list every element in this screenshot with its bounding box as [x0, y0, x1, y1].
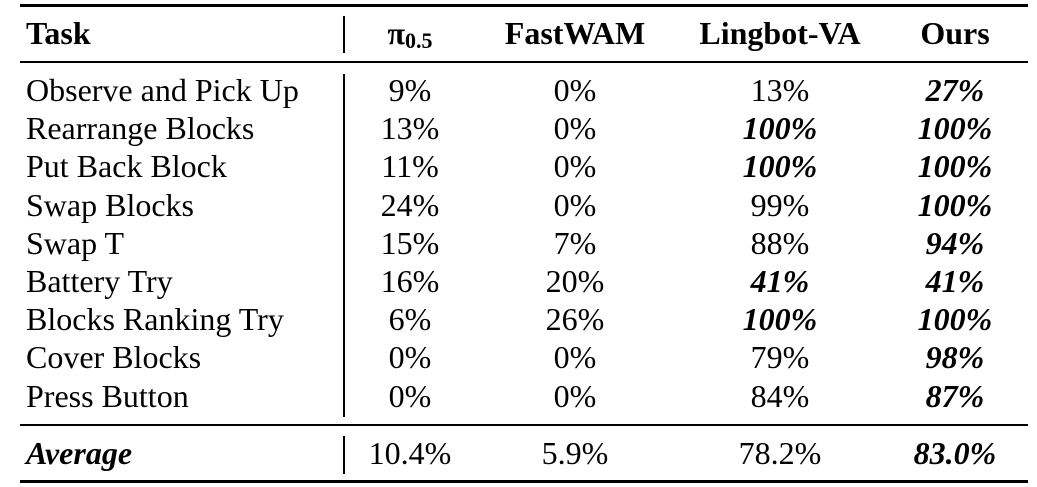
average-fastwam: 5.9% [541, 435, 609, 471]
cell-lingbot: 79% [750, 339, 810, 376]
cell-pi: 9% [388, 72, 432, 108]
cell-task: Blocks Ranking Try [26, 301, 284, 338]
cell-fastwam: 26% [545, 301, 605, 338]
cell-lingbot: 100% [742, 148, 818, 185]
table-row: Swap Blocks 24% 0% 99% 100% [0, 186, 1037, 224]
pi-symbol: π [387, 15, 406, 51]
header-task: Task [26, 15, 91, 51]
cell-lingbot: 13% [750, 72, 810, 108]
table-row: Blocks Ranking Try 6% 26% 100% 100% [0, 300, 1037, 338]
cell-pi: 24% [380, 186, 440, 223]
cell-pi: 16% [380, 263, 440, 299]
table-row: Rearrange Blocks 13% 0% 100% 100% [0, 109, 1037, 147]
cell-lingbot: 100% [742, 301, 818, 338]
cell-fastwam: 0% [553, 148, 597, 185]
cell-lingbot: 99% [750, 186, 810, 223]
table-row: Press Button 0% 0% 84% 87% [0, 377, 1037, 415]
bottom-rule [20, 480, 1028, 483]
column-separator [343, 74, 345, 417]
average-pi: 10.4% [368, 435, 452, 471]
cell-task: Observe and Pick Up [26, 72, 299, 108]
average-rule [20, 424, 1028, 426]
cell-pi: 11% [381, 148, 439, 185]
cell-fastwam: 20% [545, 263, 605, 299]
cell-ours: 87% [925, 377, 985, 414]
cell-pi: 0% [388, 339, 432, 376]
cell-ours: 100% [917, 148, 993, 185]
cell-pi: 15% [380, 224, 440, 261]
cell-lingbot: 88% [750, 224, 810, 261]
average-label: Average [26, 435, 133, 471]
average-lingbot: 78.2% [738, 435, 822, 471]
cell-fastwam: 0% [553, 377, 597, 414]
average-ours: 83.0% [913, 435, 997, 471]
cell-pi: 13% [380, 110, 440, 147]
column-separator [343, 16, 345, 53]
cell-task: Cover Blocks [26, 339, 202, 376]
cell-task: Swap T [26, 224, 125, 261]
table-row: Observe and Pick Up 9% 0% 13% 27% [0, 71, 1037, 109]
header-rule [20, 61, 1028, 63]
cell-task: Swap Blocks [26, 186, 194, 223]
table-row: Cover Blocks 0% 0% 79% 98% [0, 338, 1037, 376]
cell-ours: 27% [925, 72, 985, 108]
header-pi: π0.5 [355, 14, 465, 60]
table-row: Swap T 15% 7% 88% 94% [0, 224, 1037, 262]
cell-pi: 0% [388, 377, 432, 414]
cell-ours: 100% [917, 186, 993, 223]
cell-fastwam: 0% [553, 72, 597, 108]
cell-lingbot: 41% [750, 263, 810, 299]
cell-fastwam: 0% [553, 186, 597, 223]
table-header-row: Task π0.5 FastWAM Lingbot-VA Ours [0, 14, 1037, 53]
table-row: Put Back Block 11% 0% 100% 100% [0, 147, 1037, 185]
cell-ours: 100% [917, 110, 993, 147]
header-ours: Ours [920, 15, 990, 51]
cell-lingbot: 100% [742, 110, 818, 147]
column-separator [343, 436, 345, 474]
cell-ours: 94% [925, 224, 985, 261]
cell-fastwam: 0% [553, 339, 597, 376]
cell-task: Rearrange Blocks [26, 110, 255, 147]
header-fastwam: FastWAM [504, 15, 646, 51]
header-lingbot: Lingbot-VA [699, 15, 861, 51]
cell-lingbot: 84% [750, 377, 810, 414]
cell-ours: 41% [925, 263, 985, 299]
cell-ours: 98% [925, 339, 985, 376]
table-row: Battery Try 16% 20% 41% 41% [0, 262, 1037, 300]
cell-fastwam: 7% [553, 224, 597, 261]
top-rule [20, 4, 1028, 7]
cell-task: Press Button [26, 377, 189, 414]
cell-task: Put Back Block [26, 148, 227, 185]
cell-fastwam: 0% [553, 110, 597, 147]
cell-ours: 100% [917, 301, 993, 338]
average-row: Average 10.4% 5.9% 78.2% 83.0% [0, 434, 1037, 472]
pi-subscript: 0.5 [405, 28, 433, 53]
cell-pi: 6% [388, 301, 432, 338]
cell-task: Battery Try [26, 263, 173, 299]
